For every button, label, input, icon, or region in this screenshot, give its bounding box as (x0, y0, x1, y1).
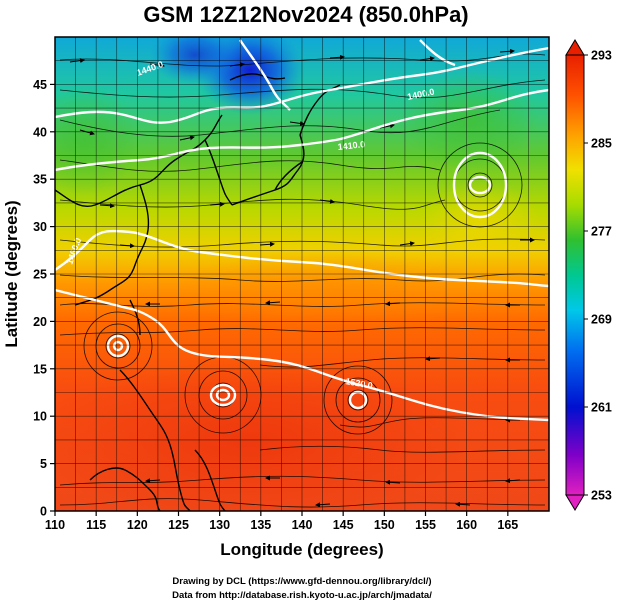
contour-label-2: 1410.0 (337, 139, 365, 152)
y-tick-label: 10 (33, 410, 47, 424)
lat-lon-grid (55, 37, 549, 511)
warm-region-center (170, 250, 490, 330)
x-tick-label: 145 (333, 518, 354, 532)
colorbar-tick-label: 277 (591, 225, 612, 239)
wind-arrows (69, 48, 535, 508)
y-tick-label: 5 (40, 457, 47, 471)
colorbar-tick-label: 253 (591, 489, 612, 503)
x-tick-label: 140 (292, 518, 313, 532)
y-tick-label: 30 (33, 220, 47, 234)
x-tick-label: 150 (374, 518, 395, 532)
warm-region-east (420, 180, 540, 260)
cold-core-north-2 (150, 37, 240, 85)
contour-label-3: 1520.0 (345, 376, 374, 391)
x-axis-ticks: 110 115 120 125 130 135 140 145 150 155 160 165 (45, 511, 518, 532)
credit-line-1: Drawing by DCL (https://www.gfd-dennou.o… (172, 576, 431, 587)
colorbar-top-triangle (565, 39, 585, 56)
x-axis-title: Longitude (degrees) (220, 540, 383, 559)
y-axis-ticks: 0 5 10 15 20 25 30 35 40 45 (33, 78, 55, 519)
y-tick-label: 20 (33, 315, 47, 329)
x-tick-label: 135 (250, 518, 271, 532)
height-contours (55, 39, 549, 422)
colorbar: 253 261 269 277 285 293 (565, 39, 612, 511)
colorbar-tick-label: 293 (591, 49, 612, 63)
y-tick-label: 25 (33, 268, 47, 282)
colorbar-tick-label: 261 (591, 401, 612, 415)
y-tick-label: 35 (33, 173, 47, 187)
x-tick-label: 125 (168, 518, 189, 532)
x-tick-label: 155 (415, 518, 436, 532)
green-region-east (400, 70, 540, 170)
x-tick-label: 165 (497, 518, 518, 532)
colorbar-tick-label: 269 (591, 313, 612, 327)
y-axis-title: Latitude (degrees) (2, 200, 21, 347)
colorbar-bottom-triangle (565, 494, 585, 511)
x-tick-label: 115 (86, 518, 106, 532)
y-tick-label: 40 (33, 125, 47, 139)
colorbar-ticks: 253 261 269 277 285 293 (584, 49, 612, 503)
x-tick-label: 160 (456, 518, 477, 532)
y-tick-label: 45 (33, 78, 47, 92)
y-tick-label: 0 (40, 505, 47, 519)
x-tick-label: 120 (127, 518, 148, 532)
x-tick-label: 130 (209, 518, 230, 532)
colorbar-tick-label: 285 (591, 137, 612, 151)
colorbar-bar (565, 54, 585, 496)
x-tick-label: 110 (45, 518, 65, 532)
y-tick-label: 15 (33, 362, 47, 376)
credit-line-2: Data from http://database.rish.kyoto-u.a… (172, 590, 432, 601)
figure-title: GSM 12Z12Nov2024 (850.0hPa) (143, 2, 468, 27)
coastlines (55, 73, 341, 511)
map-plot-area: 1400.0 1410.0 1520.0 1440.0 1460.0 (55, 37, 549, 511)
